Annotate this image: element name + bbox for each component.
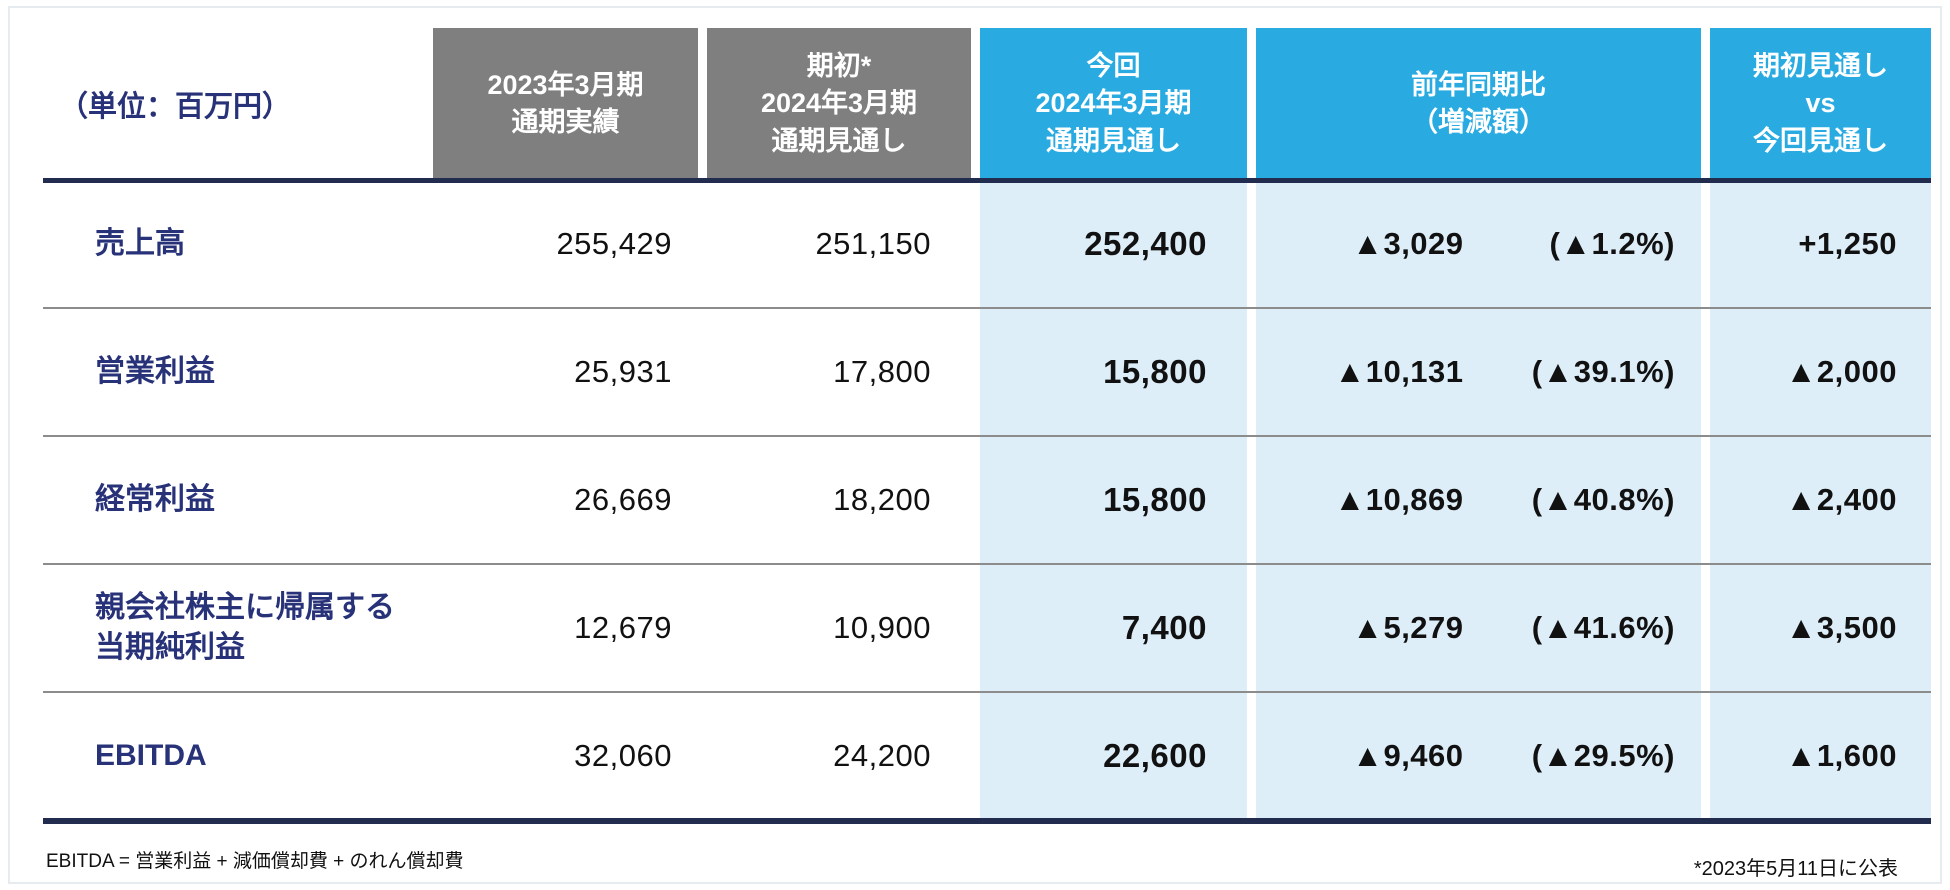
cell-operating-income-initial-forecast: 17,800: [833, 354, 931, 389]
yoy-amount: ▲9,460: [1352, 738, 1464, 773]
cell-net-income-initial-forecast: 10,900: [833, 610, 931, 645]
table-bottom-rule: [43, 818, 1931, 824]
row-divider-1: [43, 307, 1931, 309]
cell-operating-income-yoy: ▲10,131 (▲39.1%): [1256, 308, 1701, 436]
yoy-percent: (▲1.2%): [1549, 226, 1675, 261]
cell-net-income-fy2023-actual: 12,679: [574, 610, 672, 645]
row-label-net-income: 親会社株主に帰属する 当期純利益: [95, 590, 395, 665]
row-label-ordinary-income: 経常利益: [95, 482, 215, 516]
yoy-amount: ▲3,029: [1352, 226, 1464, 261]
row-divider-2: [43, 435, 1931, 437]
cell-net-income-vs-initial: ▲3,500: [1710, 564, 1931, 692]
slide-frame: （単位：百万円） 2023年3月期 通期実績 期初* 2024年3月期 通期見通…: [8, 6, 1942, 884]
cell-ordinary-income-yoy: ▲10,869 (▲40.8%): [1256, 436, 1701, 564]
yoy-amount: ▲5,279: [1352, 610, 1464, 645]
cell-ebitda-initial-forecast: 24,200: [833, 738, 931, 773]
header-fy2023-actual: 2023年3月期 通期実績: [433, 28, 698, 180]
cell-ordinary-income-vs-initial: ▲2,400: [1710, 436, 1931, 564]
cell-ordinary-income-fy2023-actual: 26,669: [574, 482, 672, 517]
cell-net-sales-fy2023-actual: 255,429: [556, 226, 672, 261]
row-divider-3: [43, 563, 1931, 565]
yoy-amount: ▲10,869: [1334, 482, 1464, 517]
cell-ebitda-fy2023-actual: 32,060: [574, 738, 672, 773]
cell-ordinary-income-current-forecast: 15,800: [980, 436, 1247, 564]
header-initial-vs-current: 期初見通し vs 今回見通し: [1710, 28, 1931, 180]
yoy-amount: ▲10,131: [1334, 354, 1464, 389]
row-label-net-sales: 売上高: [95, 226, 185, 260]
header-yoy-change: 前年同期比 （増減額）: [1256, 28, 1701, 180]
row-label-operating-income: 営業利益: [95, 354, 215, 388]
cell-ordinary-income-initial-forecast: 18,200: [833, 482, 931, 517]
cell-ebitda-current-forecast: 22,600: [980, 692, 1247, 820]
unit-label: （単位：百万円）: [59, 91, 292, 123]
cell-ebitda-vs-initial: ▲1,600: [1710, 692, 1931, 820]
footnote-ebitda-definition: EBITDA = 営業利益 + 減価償却費 + のれん償却費: [46, 851, 464, 872]
yoy-percent: (▲41.6%): [1531, 610, 1675, 645]
yoy-percent: (▲40.8%): [1531, 482, 1675, 517]
footnote-publication-date: *2023年5月11日に公表: [1693, 858, 1898, 880]
cell-ebitda-yoy: ▲9,460 (▲29.5%): [1256, 692, 1701, 820]
cell-operating-income-fy2023-actual: 25,931: [574, 354, 672, 389]
yoy-percent: (▲39.1%): [1531, 354, 1675, 389]
header-underline: [43, 178, 1931, 183]
cell-operating-income-vs-initial: ▲2,000: [1710, 308, 1931, 436]
cell-net-income-current-forecast: 7,400: [980, 564, 1247, 692]
cell-net-sales-yoy: ▲3,029 (▲1.2%): [1256, 180, 1701, 308]
financial-forecast-table: （単位：百万円） 2023年3月期 通期実績 期初* 2024年3月期 通期見通…: [43, 28, 1931, 824]
cell-net-income-yoy: ▲5,279 (▲41.6%): [1256, 564, 1701, 692]
row-divider-4: [43, 691, 1931, 693]
row-label-ebitda: EBITDA: [95, 738, 207, 772]
header-initial-forecast: 期初* 2024年3月期 通期見通し: [707, 28, 971, 180]
header-current-forecast: 今回 2024年3月期 通期見通し: [980, 28, 1247, 180]
yoy-percent: (▲29.5%): [1531, 738, 1675, 773]
cell-operating-income-current-forecast: 15,800: [980, 308, 1247, 436]
cell-net-sales-current-forecast: 252,400: [980, 180, 1247, 308]
cell-net-sales-initial-forecast: 251,150: [815, 226, 931, 261]
cell-net-sales-vs-initial: +1,250: [1710, 180, 1931, 308]
